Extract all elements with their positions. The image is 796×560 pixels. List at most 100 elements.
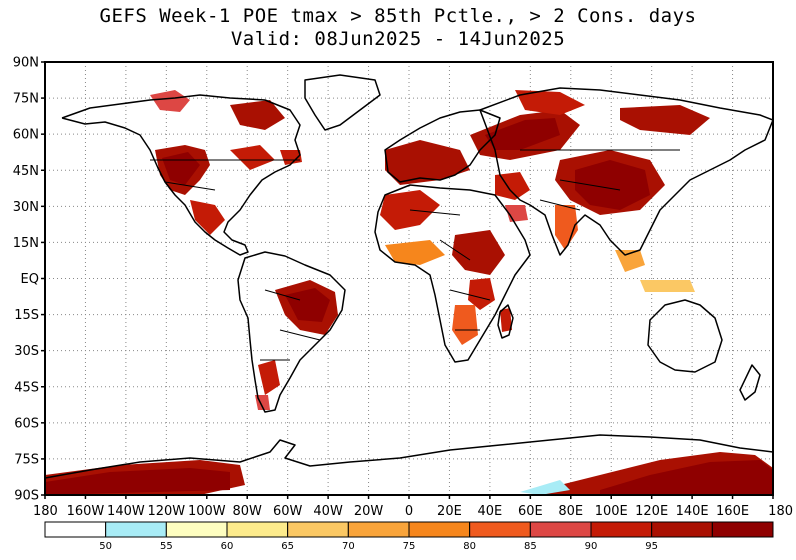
region-antarctica-edge: [520, 480, 570, 495]
lon-label: 60W: [273, 504, 303, 519]
coastlines: [45, 74, 773, 479]
border-south-america: [260, 289, 321, 361]
coast-australia: [647, 299, 723, 373]
lon-label: 160E: [716, 504, 749, 519]
lon-label: 0: [405, 504, 413, 519]
region-tibet-china: [575, 160, 650, 210]
region-siberia-north: [515, 90, 585, 115]
lon-label: 40E: [478, 504, 503, 519]
colorbar-label: 95: [645, 541, 658, 552]
region-alaska-canada: [150, 90, 190, 112]
border-asia: [520, 149, 680, 211]
country-borders: [150, 149, 680, 361]
lat-label: 15N: [13, 236, 39, 251]
coast-europe: [384, 109, 501, 183]
latitude-axis: 90N 75N 60N 45N 30N 15N EQ 15S 30S 45S 60S 75S 90S: [13, 56, 45, 504]
colorbar-swatch: [44, 521, 107, 538]
shaded-regions: [45, 90, 773, 495]
region-east-africa: [468, 278, 495, 310]
longitude-axis: 180 160W 140W 120W 100W 80W 60W 40W 20W 0 20E 40E 60…: [33, 495, 793, 519]
colorbar-swatch: [529, 521, 592, 538]
region-arabia: [505, 205, 528, 222]
lon-label: 40W: [313, 504, 343, 519]
gridlines: [45, 62, 773, 495]
region-russia-core: [485, 118, 560, 150]
colorbar-label: 75: [403, 541, 416, 552]
lon-label: 80W: [233, 504, 263, 519]
colorbar-label: 80: [463, 541, 476, 552]
colorbar-label: 60: [221, 541, 234, 552]
map-title-line-1: GEFS Week-1 POE tmax > 85th Pctle., > 2 …: [99, 5, 697, 27]
colorbar-label: 65: [281, 541, 294, 552]
region-antarctica-east-core: [600, 460, 773, 495]
region-iberia-europe: [385, 140, 470, 185]
lat-label: 90N: [13, 56, 39, 71]
colorbar-swatch: [469, 521, 531, 538]
colorbar-label: 85: [524, 541, 537, 552]
lon-label: 160W: [67, 504, 105, 519]
region-mexico: [190, 200, 225, 235]
border-africa: [409, 209, 491, 331]
lat-label: 30S: [14, 344, 39, 359]
lat-label: 60N: [13, 128, 39, 143]
lat-label: 30N: [13, 200, 39, 215]
lat-label: 60S: [14, 416, 39, 431]
lon-label: 20W: [354, 504, 384, 519]
lon-label: 100E: [595, 504, 628, 519]
region-sahel: [385, 240, 445, 265]
coast-south-america: [237, 251, 346, 413]
lon-label: 120E: [635, 504, 668, 519]
region-central-africa: [452, 230, 505, 275]
region-middle-east: [495, 172, 530, 200]
lon-label: 60E: [518, 504, 543, 519]
border-us-mexico: [164, 181, 216, 191]
coast-antarctica: [45, 434, 773, 479]
colorbar-label: 70: [342, 541, 355, 552]
colorbar-swatch: [651, 521, 713, 538]
colorbar-swatch: [347, 521, 410, 538]
lon-label: 20E: [437, 504, 462, 519]
lat-label: 45N: [13, 164, 39, 179]
region-argentina: [258, 360, 280, 395]
colorbar-label: 90: [585, 541, 598, 552]
region-siberia-east: [620, 105, 710, 135]
colorbar-swatch: [105, 521, 167, 538]
coast-north-america: [61, 94, 301, 256]
colorbar-swatch: [590, 521, 653, 538]
coast-madagascar: [497, 304, 514, 339]
region-hudson: [230, 145, 275, 170]
lat-label: 15S: [14, 308, 39, 323]
region-southern-africa: [452, 305, 478, 345]
lon-label: 140W: [107, 504, 145, 519]
region-india: [555, 205, 578, 250]
lat-label: EQ: [21, 272, 39, 287]
colorbar-swatch: [287, 521, 349, 538]
lon-label: 180: [768, 504, 793, 519]
colorbar-swatch: [165, 521, 228, 538]
region-newfoundland: [280, 150, 302, 165]
coast-new-zealand: [739, 364, 761, 401]
colorbar: 50 55 60 65 70 75 80 85 90 95: [44, 521, 774, 552]
lat-label: 45S: [14, 380, 39, 395]
region-madagascar: [500, 308, 512, 332]
lat-label: 75S: [14, 452, 39, 467]
region-canada-east: [230, 100, 285, 130]
region-se-asia: [615, 250, 645, 272]
colorbar-label: 55: [160, 541, 173, 552]
lat-label: 75N: [13, 92, 39, 107]
colorbar-swatch: [226, 521, 289, 538]
lon-label: 140E: [676, 504, 709, 519]
lat-label: 90S: [14, 489, 39, 504]
colorbar-swatch: [408, 521, 471, 538]
coast-africa: [374, 184, 531, 363]
map-title-line-2: Valid: 08Jun2025 - 14Jun2025: [230, 28, 566, 50]
region-brazil-core: [285, 288, 330, 322]
lon-label: 120W: [147, 504, 185, 519]
coast-asia: [479, 87, 773, 256]
region-antarctica-west-core: [45, 468, 230, 495]
colorbar-label: 50: [99, 541, 112, 552]
lon-label: 100W: [188, 504, 226, 519]
coast-greenland: [304, 74, 381, 131]
lon-label: 80E: [558, 504, 583, 519]
